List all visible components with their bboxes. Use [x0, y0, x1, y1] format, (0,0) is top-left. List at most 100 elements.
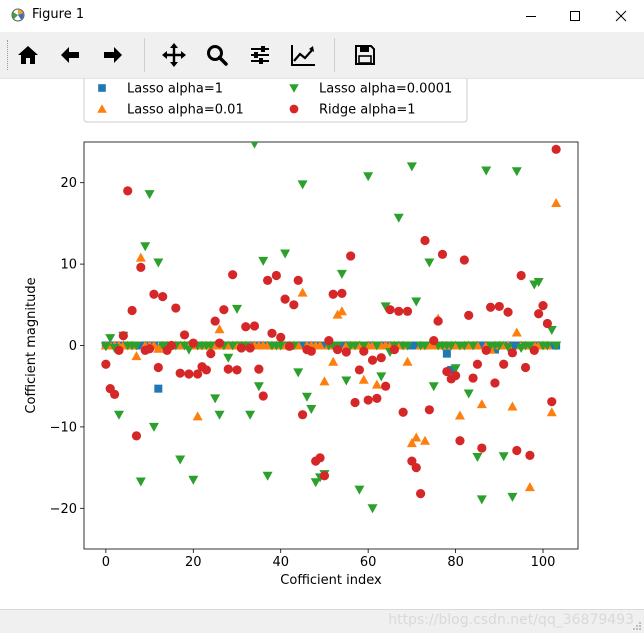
figure-canvas[interactable]: 0 20 40 60 80 100 −20 −10 0 10 20 Cofficient index C…: [0, 75, 644, 609]
point-lasso-alpha-0-01: [293, 340, 304, 350]
point-lasso-alpha-0-0001: [183, 345, 194, 355]
point-lasso-alpha-0-0001: [135, 477, 146, 487]
point-lasso-alpha-0-01: [332, 309, 343, 319]
point-ridge-alpha-1: [158, 292, 168, 302]
toolbar-grip[interactable]: [7, 40, 10, 70]
configure-subplots-button[interactable]: [244, 39, 276, 71]
point-lasso-alpha-0-01: [546, 407, 557, 417]
toolbar-separator: [144, 38, 145, 72]
point-lasso-alpha-0-0001: [468, 341, 479, 351]
point-ridge-alpha-1: [477, 443, 487, 453]
pan-button[interactable]: [158, 39, 190, 71]
back-button[interactable]: [54, 39, 86, 71]
x-tick-label: 40: [272, 555, 289, 570]
point-lasso-alpha-1: [547, 341, 556, 350]
point-ridge-alpha-1: [254, 364, 264, 374]
watermark-text: https://blog.csdn.net/qq_36879493: [388, 612, 634, 628]
home-button[interactable]: [12, 39, 44, 71]
point-lasso-alpha-0-0001: [245, 410, 256, 420]
legend-marker: [289, 84, 299, 93]
point-ridge-alpha-1: [249, 321, 260, 331]
point-lasso-alpha-0-0001: [428, 382, 439, 392]
point-ridge-alpha-1: [232, 365, 242, 375]
point-lasso-alpha-1: [412, 341, 421, 350]
point-ridge-alpha-1: [512, 445, 522, 456]
point-ridge-alpha-1: [297, 410, 308, 420]
y-tick-label: 10: [60, 258, 77, 273]
point-lasso-alpha-0-0001: [546, 326, 557, 336]
resize-grip-icon[interactable]: [632, 621, 642, 631]
point-ridge-alpha-1: [346, 251, 356, 261]
point-lasso-alpha-0-0001: [250, 142, 259, 149]
point-lasso-alpha-0-0001: [450, 364, 461, 374]
point-ridge-alpha-1: [201, 365, 212, 375]
y-tick-label: 0: [69, 339, 77, 354]
point-lasso-alpha-0-01: [336, 306, 347, 316]
point-lasso-alpha-0-0001: [210, 394, 221, 404]
point-ridge-alpha-1: [485, 302, 496, 312]
point-lasso-alpha-0-0001: [380, 302, 391, 312]
save-button[interactable]: [349, 39, 381, 71]
point-lasso-alpha-1: [512, 341, 521, 350]
point-lasso-alpha-0-01: [406, 438, 417, 448]
point-lasso-alpha-0-0001: [358, 341, 369, 351]
point-lasso-alpha-0-01: [551, 198, 562, 208]
point-lasso-alpha-0-0001: [275, 341, 286, 351]
point-lasso-alpha-0-0001: [463, 389, 474, 399]
legend-label: Ridge alpha=1: [319, 103, 415, 118]
point-ridge-alpha-1: [110, 389, 120, 399]
point-ridge-alpha-1: [123, 186, 133, 196]
point-ridge-alpha-1: [407, 456, 417, 466]
point-lasso-alpha-0-0001: [336, 269, 347, 279]
point-lasso-alpha-0-0001: [306, 404, 317, 414]
point-lasso-alpha-1: [337, 341, 346, 350]
point-ridge-alpha-1: [429, 336, 439, 346]
point-ridge-alpha-1: [236, 343, 246, 353]
point-lasso-alpha-0-0001: [293, 368, 304, 378]
point-ridge-alpha-1: [293, 275, 303, 285]
point-lasso-alpha-0-0001: [280, 249, 291, 259]
point-lasso-alpha-0-0001: [227, 341, 238, 351]
save-icon: [355, 45, 375, 65]
point-ridge-alpha-1: [424, 405, 434, 415]
point-lasso-alpha-0-01: [297, 287, 308, 297]
point-lasso-alpha-0-0001: [341, 376, 352, 386]
point-lasso-alpha-0-0001: [507, 492, 518, 502]
point-ridge-alpha-1: [402, 306, 413, 316]
point-lasso-alpha-0-0001: [310, 478, 321, 488]
point-ridge-alpha-1: [214, 338, 225, 348]
point-lasso-alpha-0-01: [476, 399, 487, 409]
back-icon: [61, 47, 79, 63]
edit-axis-button[interactable]: [287, 39, 319, 71]
point-lasso-alpha-0-0001: [148, 422, 159, 432]
y-axis-label: Cofficient magnitude: [24, 277, 39, 413]
point-lasso-alpha-1: [407, 341, 416, 350]
maximize-button[interactable]: [552, 0, 598, 32]
point-lasso-alpha-0-0001: [205, 341, 216, 351]
maximize-icon: [570, 11, 580, 21]
point-lasso-alpha-0-01: [135, 252, 146, 262]
point-lasso-alpha-0-0001: [297, 180, 308, 190]
point-ridge-alpha-1: [166, 340, 177, 351]
point-lasso-alpha-0-01: [450, 340, 461, 350]
point-ridge-alpha-1: [398, 407, 408, 417]
x-tick-label: 100: [531, 555, 556, 570]
close-button[interactable]: [598, 0, 644, 32]
point-ridge-alpha-1: [328, 289, 338, 299]
point-ridge-alpha-1: [188, 338, 198, 348]
point-ridge-alpha-1: [367, 355, 378, 365]
legend-label: Lasso alpha=0.01: [127, 103, 244, 118]
point-lasso-alpha-0-0001: [472, 453, 483, 463]
legend-marker: [289, 104, 299, 114]
point-lasso-alpha-0-01: [371, 379, 382, 389]
point-ridge-alpha-1: [468, 373, 478, 383]
minimize-button[interactable]: [508, 0, 554, 32]
point-ridge-alpha-1: [455, 436, 465, 446]
point-lasso-alpha-0-0001: [140, 242, 151, 252]
point-ridge-alpha-1: [464, 310, 474, 320]
point-lasso-alpha-0-0001: [476, 495, 487, 505]
point-ridge-alpha-1: [481, 345, 491, 355]
point-ridge-alpha-1: [547, 397, 557, 407]
forward-button[interactable]: [97, 39, 129, 71]
zoom-button[interactable]: [201, 39, 233, 71]
